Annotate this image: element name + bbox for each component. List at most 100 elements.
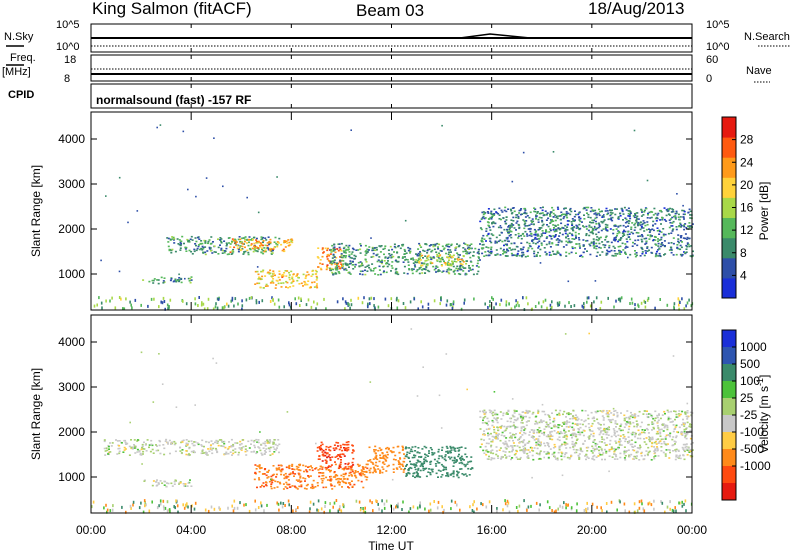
echo-cell: [283, 240, 286, 242]
echo-cell: [123, 446, 126, 449]
echo-cell: [279, 469, 282, 472]
echo-cell: [452, 475, 455, 478]
echo-cell: [532, 223, 535, 225]
echo-cell: [548, 445, 550, 448]
noise-cell: [647, 296, 650, 300]
noise-cell: [685, 304, 687, 308]
echo-cell: [348, 244, 351, 247]
echo-cell: [291, 239, 294, 242]
echo-cell: [563, 428, 566, 430]
echo-cell: [264, 250, 267, 253]
echo-cell: [640, 455, 643, 457]
echo-cell: [677, 234, 680, 236]
echo-cell: [305, 274, 308, 277]
echo-cell: [447, 452, 449, 454]
echo-cell: [194, 451, 196, 454]
echo-cell: [556, 250, 559, 253]
echo-cell: [322, 477, 325, 480]
echo-cell: [409, 248, 412, 250]
echo-cell: [504, 429, 507, 432]
echo-cell: [624, 230, 627, 233]
echo-cell: [585, 228, 588, 230]
echo-cell: [203, 452, 206, 454]
echo-cell: [459, 273, 462, 276]
echo-cell: [261, 270, 264, 273]
echo-cell: [603, 423, 605, 426]
echo-cell: [287, 239, 290, 241]
echo-cell: [485, 230, 488, 232]
echo-cell: [500, 226, 503, 229]
echo-cell: [343, 246, 346, 249]
echo-cell: [617, 217, 620, 220]
echo-cell: [266, 471, 269, 473]
echo-cell: [510, 458, 512, 461]
echo-cell: [566, 229, 569, 231]
echo-cell: [637, 235, 640, 238]
echo-cell: [292, 285, 295, 287]
echo-cell: [134, 452, 137, 454]
echo-cell: [499, 439, 502, 442]
echo-cell: [604, 210, 607, 212]
echo-cell: [387, 464, 390, 467]
echo-cell: [526, 215, 529, 217]
echo-cell: [625, 424, 628, 426]
echo-cell: [276, 241, 279, 243]
echo-cell: [504, 442, 507, 445]
echo-cell: [532, 242, 535, 244]
echo-cell: [510, 249, 513, 251]
echo-cell: [524, 230, 527, 233]
echo-cell: [378, 256, 381, 258]
echo-cell: [643, 410, 646, 412]
echo-cell: [579, 423, 582, 425]
echo-cell: [206, 454, 208, 456]
echo-cell: [601, 441, 603, 443]
echo-cell: [118, 450, 121, 453]
echo-cell: [558, 412, 561, 415]
echo-cell: [335, 268, 338, 271]
echo-cell: [280, 243, 283, 246]
echo-cell: [103, 440, 106, 443]
noise-cell: [387, 304, 390, 308]
echo-cell: [256, 465, 259, 467]
echo-cell: [532, 437, 535, 439]
echo-cell: [337, 271, 340, 273]
echo-cell: [437, 469, 440, 472]
echo-cell: [641, 211, 643, 213]
echo-cell: [416, 459, 419, 462]
echo-cell: [552, 220, 555, 222]
echo-cell: [529, 245, 532, 248]
echo-cell: [424, 260, 427, 262]
echo-cell: [483, 433, 485, 435]
echo-cell: [559, 253, 562, 256]
echo-cell: [302, 464, 305, 467]
echo-cell: [170, 251, 173, 254]
echo-cell: [305, 488, 308, 490]
echo-cell: [348, 487, 351, 489]
echo-cell: [640, 215, 643, 217]
echo-cell: [526, 235, 529, 237]
sparse-cell: [563, 207, 566, 210]
echo-cell: [273, 487, 276, 489]
echo-cell: [513, 410, 516, 412]
echo-cell: [669, 435, 672, 438]
echo-cell: [618, 249, 620, 252]
echo-cell: [395, 267, 398, 270]
echo-cell: [222, 445, 225, 448]
echo-cell: [449, 473, 452, 476]
echo-cell: [328, 254, 331, 257]
echo-cell: [674, 418, 676, 421]
echo-cell: [636, 244, 639, 247]
echo-cell: [311, 467, 314, 469]
echo-cell: [262, 442, 265, 445]
echo-cell: [401, 245, 404, 247]
echo-cell: [249, 239, 252, 241]
echo-cell: [605, 207, 608, 210]
echo-cell: [284, 476, 287, 478]
echo-cell: [639, 425, 642, 428]
echo-cell: [332, 253, 335, 256]
echo-cell: [530, 235, 533, 237]
echo-cell: [328, 469, 331, 471]
echo-cell: [331, 456, 334, 458]
echo-cell: [505, 455, 508, 458]
echo-cell: [155, 485, 158, 487]
